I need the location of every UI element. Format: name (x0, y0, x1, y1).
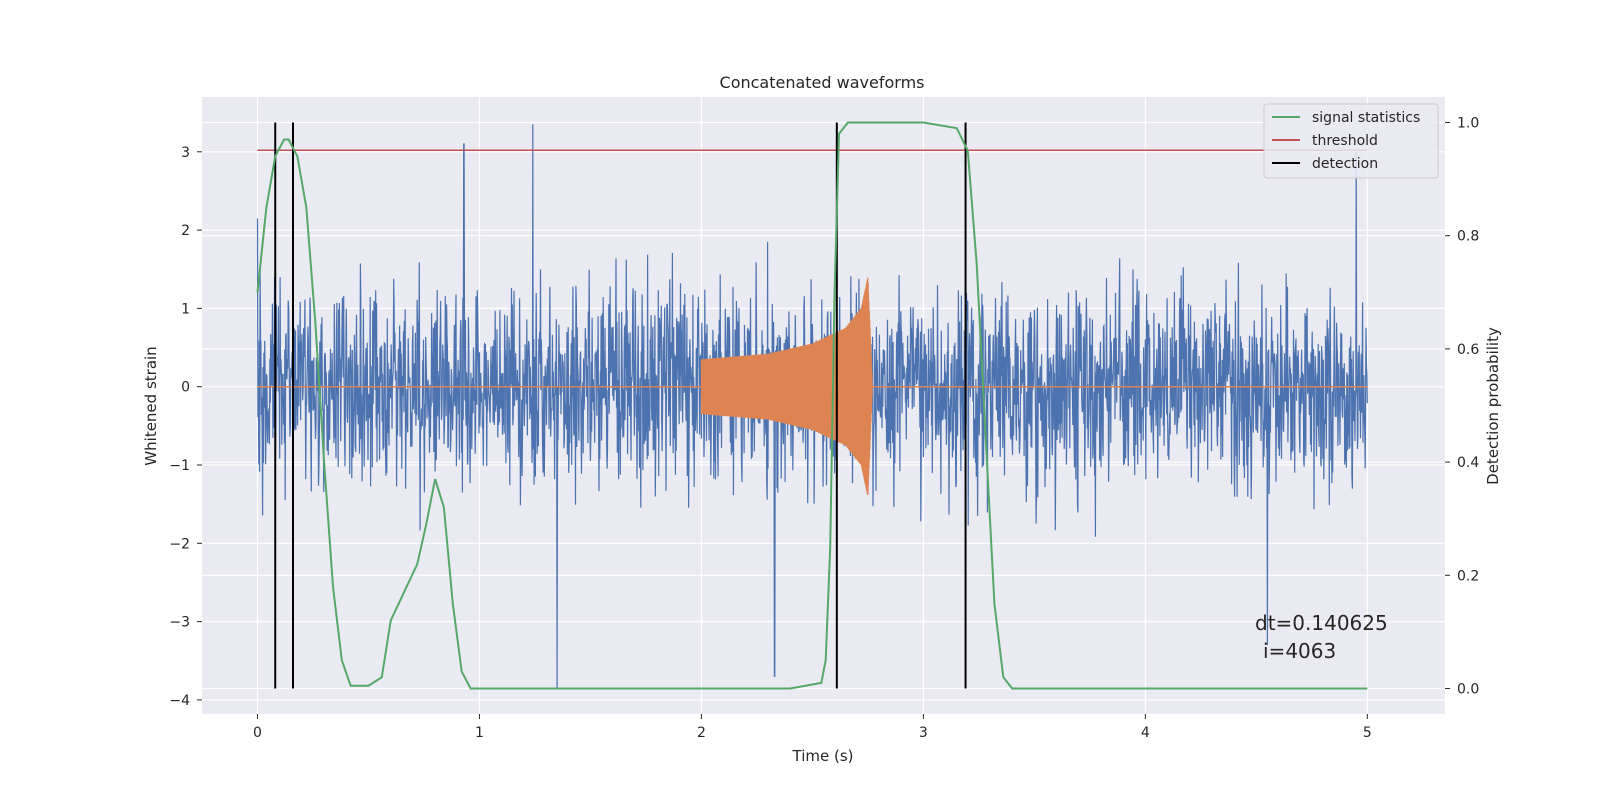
strain-series-line (256, 124, 1368, 689)
chart-title: Concatenated waveforms (720, 73, 925, 92)
y2-tick-label: 0.8 (1457, 229, 1479, 245)
x-tick-label: 5 (1363, 725, 1372, 741)
legend: signal statistics threshold detection (1263, 103, 1439, 179)
x-tick-label: 0 (253, 725, 262, 741)
legend-box (1263, 103, 1439, 179)
x-tick-label: 3 (919, 725, 928, 741)
y-tick-label: −3 (169, 615, 190, 631)
y-tick-label: −4 (169, 693, 190, 709)
y-axis-ticks: −4 −3 −2 −1 0 1 2 3 (169, 145, 202, 709)
detection-lines (274, 122, 967, 689)
left-axis-gridlines (202, 151, 1445, 701)
y-tick-label: −1 (169, 458, 190, 474)
dt-annotation: dt=0.140625 (1255, 611, 1388, 635)
y2-tick-label: 0.2 (1457, 568, 1479, 584)
y2-tick-label: 0.6 (1457, 342, 1479, 358)
y-tick-label: 1 (181, 301, 190, 317)
y2-tick-label: 1.0 (1457, 115, 1479, 131)
x-axis-title: Time (s) (792, 747, 854, 765)
y-tick-label: 3 (181, 145, 190, 161)
signal-statistics-line (256, 121, 1368, 690)
x-axis-ticks: 0 1 2 3 4 5 (253, 714, 1372, 741)
y-tick-label: 0 (181, 380, 190, 396)
y-tick-label: −2 (169, 536, 190, 552)
injection-series-line (700, 277, 873, 495)
y-axis-title: Whitened strain (142, 346, 160, 465)
index-annotation: i=4063 (1263, 639, 1336, 663)
legend-detection-label: detection (1312, 156, 1378, 172)
y2-axis-title: Detection probability (1484, 327, 1502, 485)
x-tick-label: 1 (475, 725, 484, 741)
legend-signal-statistics-label: signal statistics (1312, 110, 1420, 126)
y2-tick-label: 0.0 (1457, 682, 1479, 698)
legend-threshold-label: threshold (1312, 133, 1378, 149)
y-tick-label: 2 (181, 223, 190, 239)
x-tick-label: 4 (1141, 725, 1150, 741)
y2-axis-ticks: 0.0 0.2 0.4 0.6 0.8 1.0 (1445, 115, 1479, 698)
x-tick-label: 2 (697, 725, 706, 741)
y2-tick-label: 0.4 (1457, 455, 1479, 471)
